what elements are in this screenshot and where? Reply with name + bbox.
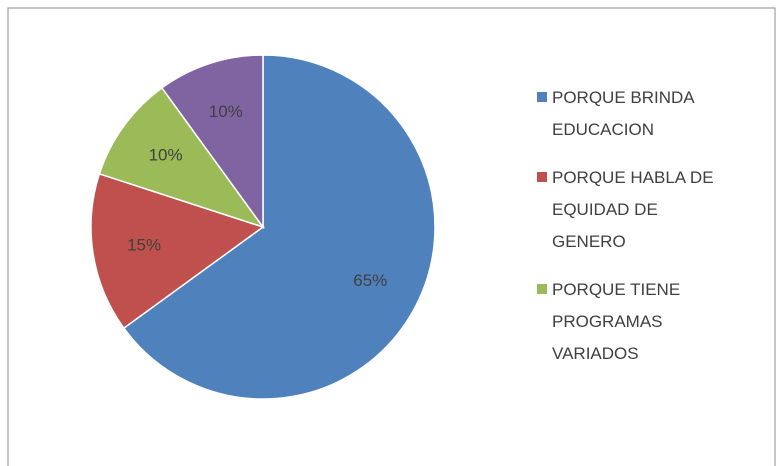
legend-swatch bbox=[537, 92, 547, 102]
legend-swatch bbox=[537, 172, 547, 182]
legend-label: PORQUE HABLA DE EQUIDAD DE GENERO bbox=[552, 168, 714, 251]
pie-slice bbox=[122, 54, 436, 400]
pie-slice bbox=[98, 86, 265, 229]
data-label: 10% bbox=[149, 146, 183, 165]
legend-entry: PORQUE TIENE PROGRAMAS VARIADOS bbox=[537, 274, 737, 370]
legend-label: PORQUE TIENE PROGRAMAS VARIADOS bbox=[552, 280, 681, 363]
legend-label: PORQUE BRINDA EDUCACION bbox=[552, 88, 694, 139]
data-label: 65% bbox=[353, 271, 387, 290]
legend: PORQUE BRINDA EDUCACION PORQUE HABLA DE E… bbox=[537, 82, 737, 386]
pie-slice bbox=[90, 172, 265, 330]
legend-entry: PORQUE BRINDA EDUCACION bbox=[537, 82, 737, 146]
data-label: 15% bbox=[127, 235, 161, 254]
legend-swatch bbox=[537, 284, 547, 294]
data-label: 10% bbox=[209, 102, 243, 121]
pie-slice bbox=[160, 54, 264, 230]
legend-entry: PORQUE HABLA DE EQUIDAD DE GENERO bbox=[537, 162, 737, 258]
chart-border bbox=[7, 7, 776, 466]
